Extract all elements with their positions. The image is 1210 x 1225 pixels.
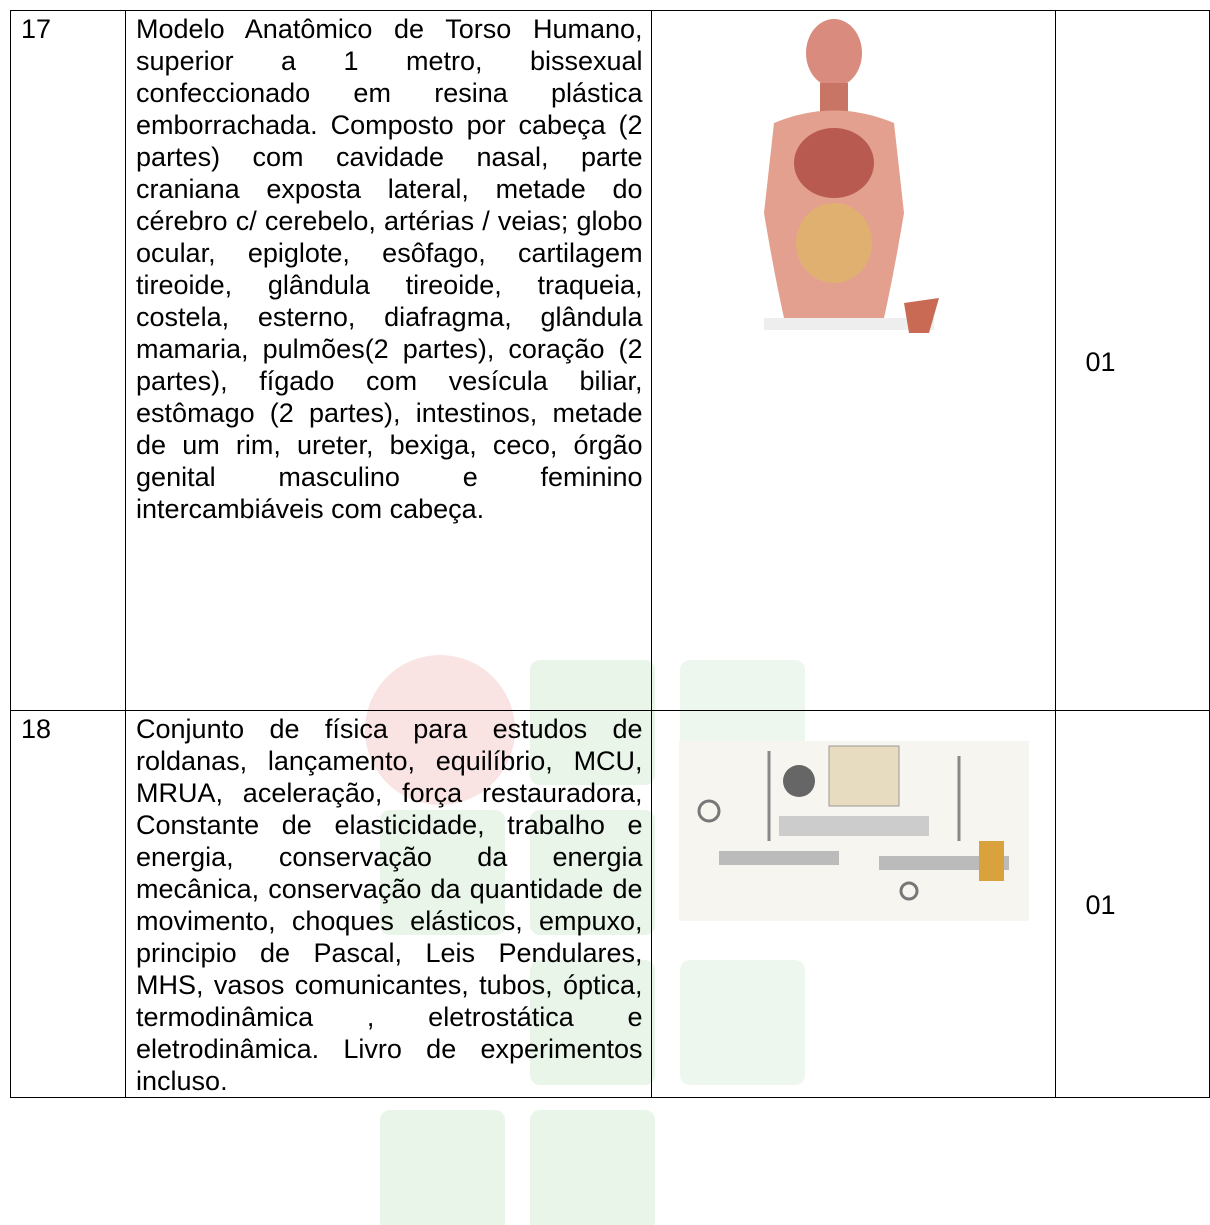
item-quantity: 01	[1054, 710, 1210, 1098]
item-description: Modelo Anatômico de Torso Humano, superi…	[125, 10, 652, 711]
items-table: 17 Modelo Anatômico de Torso Humano, sup…	[9, 10, 1210, 1098]
item-quantity: 01	[1054, 10, 1210, 711]
item-description: Conjunto de física para estudos de rolda…	[125, 710, 652, 1098]
item-image	[650, 710, 1056, 1098]
item-number: 18	[9, 710, 127, 1098]
physics-kit-image	[679, 741, 1030, 921]
table-row: 17 Modelo Anatômico de Torso Humano, sup…	[9, 10, 1210, 711]
item-number: 17	[9, 10, 127, 711]
torso-image	[764, 19, 940, 333]
item-image	[650, 10, 1056, 711]
table-row: 18 Conjunto de física para estudos de ro…	[9, 710, 1210, 1098]
